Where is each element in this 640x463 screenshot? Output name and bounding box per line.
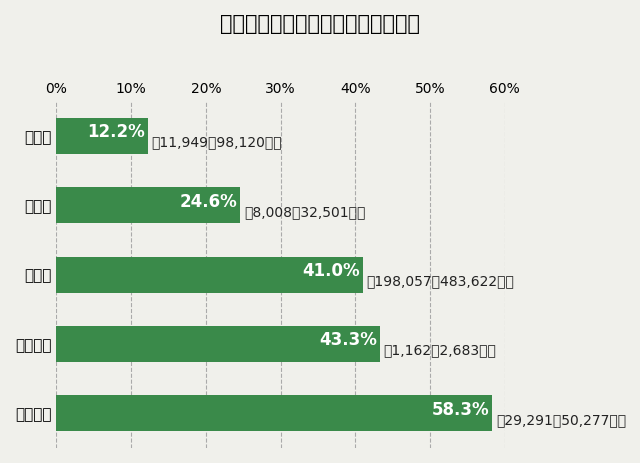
Text: （8,008／32,501人）: （8,008／32,501人） [244, 205, 365, 219]
Bar [56, 326, 380, 362]
Text: （198,057／483,622人）: （198,057／483,622人） [367, 274, 515, 288]
Bar [56, 395, 492, 432]
Bar [56, 118, 148, 154]
Bar [56, 187, 240, 223]
Text: ＜推薦入試区分の大学入学者比率＞: ＜推薦入試区分の大学入学者比率＞ [220, 14, 420, 34]
Text: 58.3%: 58.3% [431, 400, 489, 419]
Text: 43.3%: 43.3% [319, 332, 377, 350]
Bar [56, 257, 363, 293]
Text: 41.0%: 41.0% [302, 262, 360, 280]
Text: 12.2%: 12.2% [87, 123, 145, 141]
Text: （11,949／98,120人）: （11,949／98,120人） [151, 136, 282, 150]
Text: （29,291／50,277人）: （29,291／50,277人） [496, 413, 626, 427]
Text: （1,162／2,683人）: （1,162／2,683人） [384, 344, 497, 357]
Text: 24.6%: 24.6% [179, 193, 237, 211]
